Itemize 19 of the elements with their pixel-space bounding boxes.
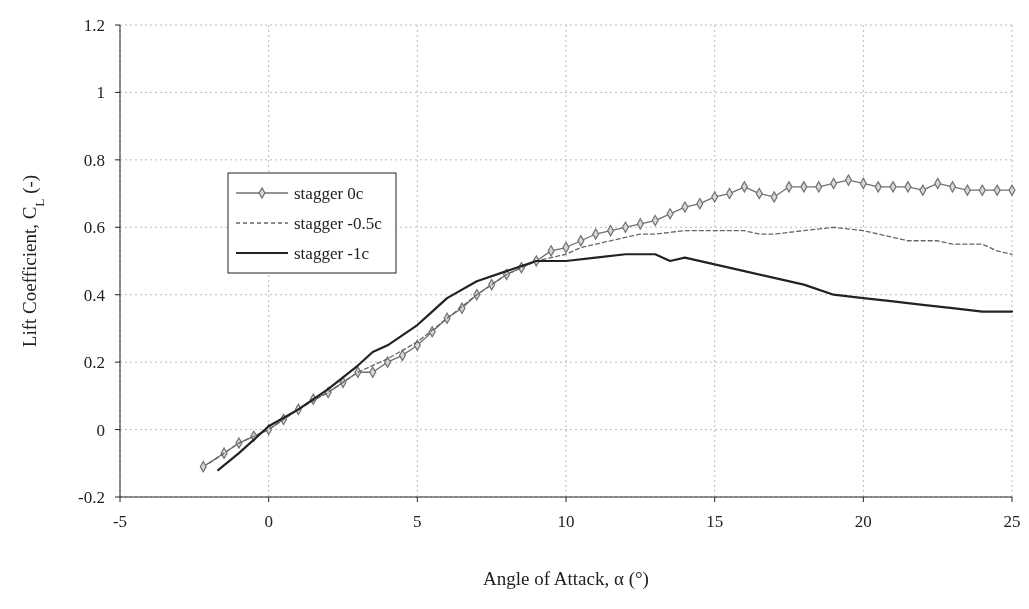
y-tick-label: 0.4 <box>83 285 106 305</box>
y-tick-label: 0.6 <box>83 218 105 238</box>
legend-label: stagger -0.5c <box>294 214 383 233</box>
x-tick-label: 0 <box>264 512 273 531</box>
x-tick-label: 15 <box>706 512 724 531</box>
x-axis-title: Angle of Attack, α (°) <box>483 568 649 590</box>
y-tick-label: 0.8 <box>83 150 105 170</box>
legend-label: stagger -1c <box>294 244 370 263</box>
y-tick-label: 1 <box>96 83 105 103</box>
y-tick-label: 0.2 <box>83 353 105 373</box>
y-tick-label: 1.2 <box>83 16 105 35</box>
x-tick-label: 20 <box>854 512 872 531</box>
y-tick-label: 0 <box>96 420 105 440</box>
x-tick-label: 25 <box>1003 512 1021 531</box>
x-tick-label: -5 <box>112 512 128 531</box>
x-tick-label: 5 <box>413 512 422 531</box>
x-tick-label: 10 <box>557 512 575 531</box>
legend-label: stagger 0c <box>294 184 364 203</box>
y-tick-label: -0.2 <box>78 488 105 507</box>
